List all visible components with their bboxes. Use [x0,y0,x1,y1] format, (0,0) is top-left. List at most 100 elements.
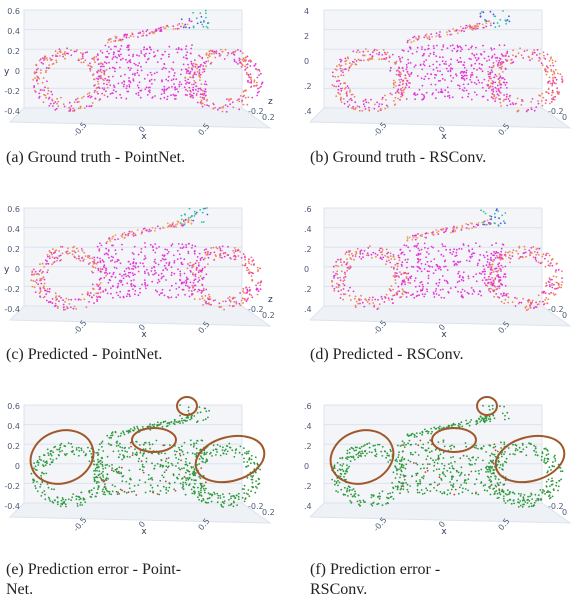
point [126,455,129,458]
point [132,55,134,58]
point [41,262,44,265]
point [101,440,104,443]
point [528,500,531,502]
point [418,294,421,296]
point [449,74,452,77]
point [351,252,353,255]
point [551,483,554,486]
point [355,250,357,253]
point [125,36,128,39]
point [499,493,502,496]
point [196,22,199,25]
point [473,67,475,70]
point [81,293,84,296]
point [75,447,78,449]
point [504,276,507,278]
point [494,455,497,458]
point [504,255,507,257]
point [503,500,505,502]
point [357,494,360,497]
point [466,291,469,294]
point [392,302,394,304]
point [174,490,177,492]
point [194,278,197,281]
point [154,262,157,264]
point [130,279,133,282]
point [459,260,462,263]
point [538,300,541,303]
point [460,71,463,73]
point [43,89,45,92]
point [547,478,550,481]
point [233,53,235,56]
point [154,464,156,467]
y-tick-label: 0 [304,57,309,66]
point [485,223,488,226]
y-tick-label: 0.2 [7,245,20,254]
point [172,27,175,30]
point [215,454,217,456]
point [555,287,558,290]
point [339,276,341,279]
point [62,303,65,306]
point [407,291,409,294]
point [119,59,122,61]
point [530,502,533,505]
point [119,442,121,445]
point [375,53,378,55]
point [183,475,186,478]
point [430,73,432,76]
point [186,451,189,454]
point [516,97,519,100]
point [95,451,98,454]
point [551,62,554,64]
point [364,444,366,446]
point [187,220,190,222]
point [415,234,417,237]
point [547,82,549,84]
point [187,250,190,253]
point [247,96,250,99]
point [460,61,463,63]
point [54,101,57,103]
point [475,59,478,62]
point [204,257,206,260]
point [232,249,235,252]
point [111,244,113,247]
point [211,493,214,496]
point [131,33,134,36]
point [468,250,471,253]
point [482,270,485,273]
point [351,489,353,491]
point [202,487,205,490]
point [140,251,143,254]
point [121,480,124,483]
point [239,58,241,61]
point [38,458,41,460]
point [140,89,143,92]
point [167,251,170,253]
point [336,65,338,67]
point [175,48,178,50]
point [189,95,192,98]
point [113,45,116,48]
point [201,295,203,298]
point [218,302,221,305]
point [131,452,134,454]
y-tick-label: 0 [15,265,20,274]
point [529,253,531,256]
point [557,268,560,271]
point [99,270,102,273]
point [439,70,441,72]
point [458,87,461,90]
point [83,107,86,109]
point [178,286,181,289]
point [442,44,445,46]
z-tick-label: -0.2 [248,502,264,511]
point [491,263,494,266]
point [83,298,86,301]
point [97,292,99,295]
point [155,272,157,274]
point [526,49,528,52]
point [395,272,398,274]
